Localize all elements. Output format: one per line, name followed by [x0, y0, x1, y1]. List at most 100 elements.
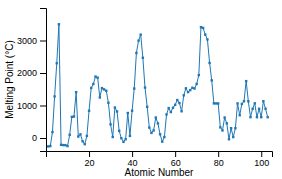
marker: [155, 116, 157, 118]
marker: [146, 106, 148, 108]
marker: [118, 130, 120, 132]
marker: [90, 87, 92, 89]
x-tick-mark: [89, 151, 90, 157]
marker: [60, 144, 62, 146]
x-tick-label: 80: [214, 158, 224, 168]
marker: [137, 39, 139, 41]
marker: [75, 91, 77, 93]
marker: [114, 106, 116, 108]
marker: [53, 95, 55, 97]
line: [48, 24, 268, 146]
y-tick: 2000: [17, 68, 46, 78]
marker: [101, 87, 103, 89]
marker: [249, 116, 251, 118]
y-tick: 1000: [17, 101, 46, 111]
x-tick: 80: [214, 151, 224, 168]
marker: [254, 102, 256, 104]
marker: [180, 110, 182, 112]
marker: [228, 138, 230, 140]
marker: [262, 100, 264, 102]
marker: [56, 62, 58, 64]
marker: [122, 141, 124, 143]
y-tick-label: 2000: [17, 68, 37, 78]
y-tick-label: 1000: [17, 101, 37, 111]
marker: [172, 107, 174, 109]
marker: [62, 144, 64, 146]
marker: [105, 90, 107, 92]
y-axis-line: [40, 9, 47, 152]
marker: [58, 23, 60, 25]
marker: [88, 110, 90, 112]
x-axis: 20 40 60 80 100: [47, 151, 273, 168]
marker: [174, 104, 176, 106]
marker: [217, 102, 219, 104]
marker: [241, 103, 243, 105]
x-tick-label: 20: [85, 158, 95, 168]
marker: [245, 80, 247, 82]
y-tick-mark: [40, 106, 46, 107]
x-tick: 40: [128, 151, 138, 168]
x-axis-line: [47, 152, 273, 158]
marker: [92, 83, 94, 85]
marker: [112, 136, 114, 138]
chart: 204060801000100020003000Atomic NumberMel…: [0, 0, 282, 179]
marker: [129, 135, 131, 137]
marker: [234, 127, 236, 129]
marker: [247, 100, 249, 102]
marker: [206, 38, 208, 40]
marker: [161, 140, 163, 142]
marker: [258, 108, 260, 110]
marker: [202, 27, 204, 29]
marker: [195, 83, 197, 85]
x-axis-title: Atomic Number: [125, 167, 195, 178]
marker: [140, 33, 142, 35]
marker: [163, 136, 165, 138]
marker: [236, 102, 238, 104]
marker: [189, 89, 191, 91]
marker: [167, 107, 169, 109]
marker: [77, 135, 79, 137]
y-axis-title: Melting Point (°C): [4, 40, 15, 118]
marker: [124, 138, 126, 140]
marker: [103, 88, 105, 90]
marker: [79, 133, 81, 135]
marker: [239, 114, 241, 116]
marker: [193, 87, 195, 89]
x-tick-mark: [175, 151, 176, 157]
marker: [99, 96, 101, 98]
marker: [208, 62, 210, 64]
x-tick: 20: [85, 151, 95, 168]
marker: [223, 116, 225, 118]
marker: [260, 116, 262, 118]
y-tick-label: 0: [32, 133, 37, 143]
marker: [211, 79, 213, 81]
marker: [96, 76, 98, 78]
marker: [176, 99, 178, 101]
marker: [131, 110, 133, 112]
marker: [266, 116, 268, 118]
x-tick-mark: [261, 151, 262, 157]
marker: [191, 87, 193, 89]
marker: [73, 115, 75, 117]
marker: [219, 126, 221, 128]
x-tick: 60: [171, 151, 181, 168]
marker: [204, 33, 206, 35]
marker: [230, 127, 232, 129]
marker: [232, 136, 234, 138]
y-tick-label: 3000: [17, 36, 37, 46]
marker: [198, 74, 200, 76]
marker: [86, 135, 88, 137]
marker: [159, 133, 161, 135]
marker: [251, 108, 253, 110]
marker: [157, 122, 159, 124]
x-tick-label: 100: [254, 158, 269, 168]
marker: [94, 75, 96, 77]
x-tick-mark: [218, 151, 219, 157]
marker: [116, 110, 118, 112]
marker: [178, 102, 180, 104]
marker: [127, 112, 129, 114]
y-tick: 0: [32, 133, 46, 143]
marker: [243, 100, 245, 102]
marker: [51, 131, 53, 133]
marker: [165, 113, 167, 115]
